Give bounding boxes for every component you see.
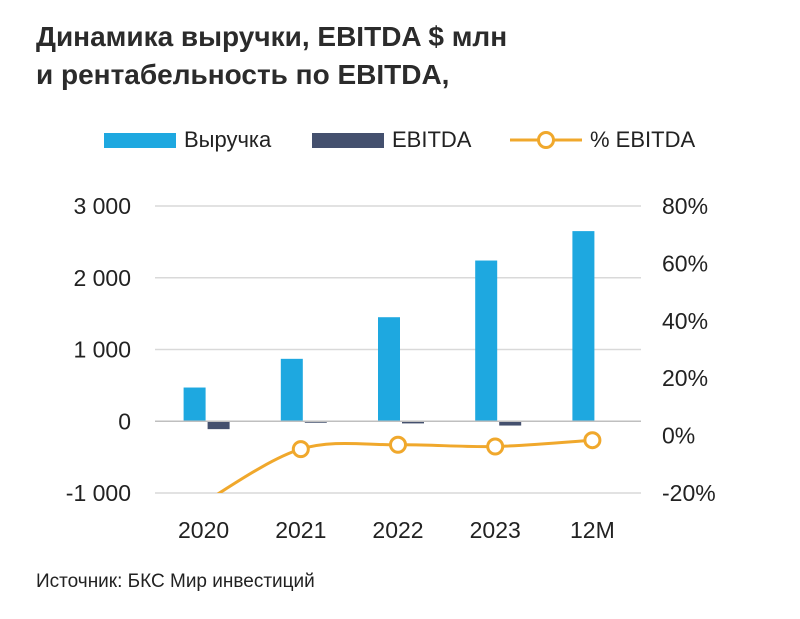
x-tick-label: 2021 [275, 517, 326, 543]
y-right-tick-label: -20% [662, 480, 716, 506]
legend-item-ebitda: EBITDA [312, 124, 471, 156]
chart-title-line1: Динамика выручки, EBITDA $ млн [36, 21, 508, 52]
legend-swatch-revenue [104, 132, 176, 148]
y-left-tick-label: 3 000 [73, 193, 131, 219]
revenue-bar [378, 317, 400, 422]
legend-swatch-margin [510, 131, 582, 149]
x-tick-label: 2023 [470, 517, 521, 543]
y-left-tick-label: 2 000 [73, 265, 131, 291]
legend-item-revenue: Выручка [104, 124, 271, 156]
source-note: Источник: БКС Мир инвестиций [36, 571, 315, 592]
legend-label-ebitda: EBITDA [392, 127, 472, 152]
ebitda-bar [402, 421, 424, 424]
legend-item-margin: % EBITDA [510, 124, 695, 156]
revenue-bar [280, 358, 303, 422]
y-right-tick-label: 40% [662, 308, 708, 334]
y-right-tick-label: 80% [662, 193, 708, 219]
ebitda-bar [207, 421, 230, 430]
legend-label-revenue: Выручка [184, 127, 272, 152]
chart-title-line2: и рентабельность по EBITDA, [36, 59, 450, 90]
y-right-tick-label: 20% [662, 365, 708, 391]
y-right-tick-label: 60% [662, 250, 708, 276]
ebitda-bar [499, 421, 522, 426]
y-left-tick-label: 0 [118, 408, 131, 434]
y-right-tick-label: 0% [662, 423, 695, 449]
y-left-tick-label: -1 000 [66, 480, 131, 506]
margin-point [583, 431, 602, 450]
revenue-bar [572, 231, 595, 422]
margin-point [486, 437, 505, 456]
revenue-bar [475, 260, 498, 422]
margin-point [389, 435, 407, 454]
y-left-tick-label: 1 000 [73, 337, 131, 363]
margin-point [291, 440, 310, 459]
chart-legend: Выручка EBITDA % EBITDA [0, 124, 800, 156]
x-tick-label: 2020 [178, 517, 229, 543]
x-tick-label: 12M [570, 517, 615, 543]
x-tick-label: 2022 [372, 517, 423, 543]
chart-title: Динамика выручки, EBITDA $ млн и рентабе… [36, 18, 507, 94]
legend-swatch-ebitda [312, 132, 384, 148]
legend-label-margin: % EBITDA [590, 127, 696, 152]
revenue-bar [183, 387, 206, 422]
